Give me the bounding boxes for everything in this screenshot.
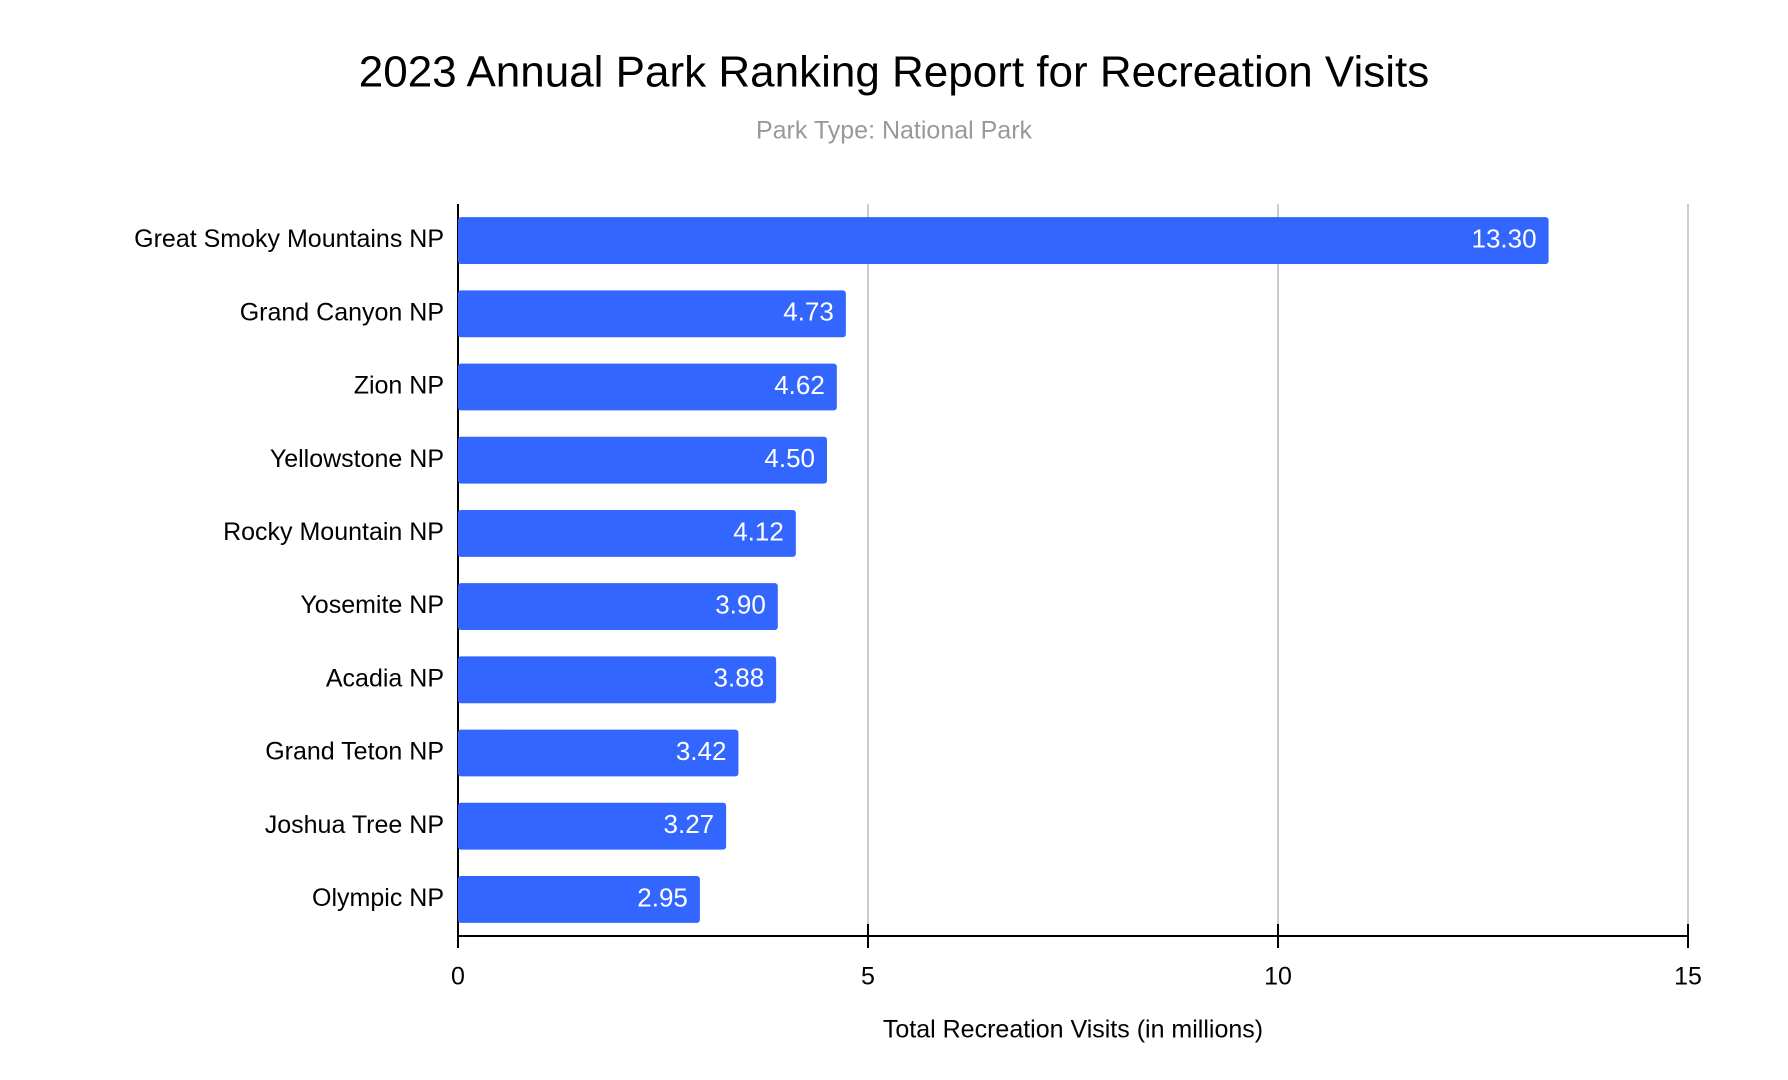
bar: [458, 363, 837, 411]
y-tick-label: Grand Canyon NP: [240, 298, 444, 326]
bar: [458, 583, 778, 631]
bar: [458, 875, 700, 923]
bar: [458, 509, 796, 557]
value-label: 4.50: [764, 443, 815, 473]
bar: [458, 656, 777, 704]
y-tick-label: Zion NP: [354, 372, 444, 400]
value-label: 3.90: [715, 589, 766, 619]
chart-title: 2023 Annual Park Ranking Report for Recr…: [359, 48, 1429, 97]
value-label: 4.12: [733, 516, 784, 546]
x-axis-label: Total Recreation Visits (in millions): [883, 1016, 1263, 1044]
y-tick-label: Grand Teton NP: [265, 738, 444, 766]
value-label: 13.30: [1472, 223, 1537, 253]
bar: [458, 436, 827, 484]
y-tick-label: Acadia NP: [326, 664, 444, 692]
value-label: 4.73: [783, 297, 834, 327]
value-label: 4.62: [774, 370, 825, 400]
value-label: 3.88: [714, 663, 765, 693]
y-tick-label: Yellowstone NP: [270, 445, 444, 473]
value-label: 3.42: [676, 736, 727, 766]
bar: [458, 290, 846, 338]
x-tick-label: 5: [861, 963, 875, 991]
y-tick-label: Yosemite NP: [300, 591, 444, 619]
bar: [458, 802, 727, 850]
value-label: 3.27: [664, 809, 715, 839]
y-tick-label: Joshua Tree NP: [265, 811, 444, 839]
y-tick-label: Rocky Mountain NP: [223, 518, 444, 546]
x-tick-label: 15: [1674, 963, 1702, 991]
x-tick-label: 10: [1264, 963, 1292, 991]
value-label: 2.95: [637, 882, 688, 912]
bar: [458, 729, 739, 777]
y-tick-label: Olympic NP: [312, 884, 444, 912]
x-tick-label: 0: [451, 963, 465, 991]
chart-subtitle: Park Type: National Park: [756, 117, 1033, 145]
y-tick-label: Great Smoky Mountains NP: [134, 225, 444, 253]
bar: [458, 217, 1549, 265]
